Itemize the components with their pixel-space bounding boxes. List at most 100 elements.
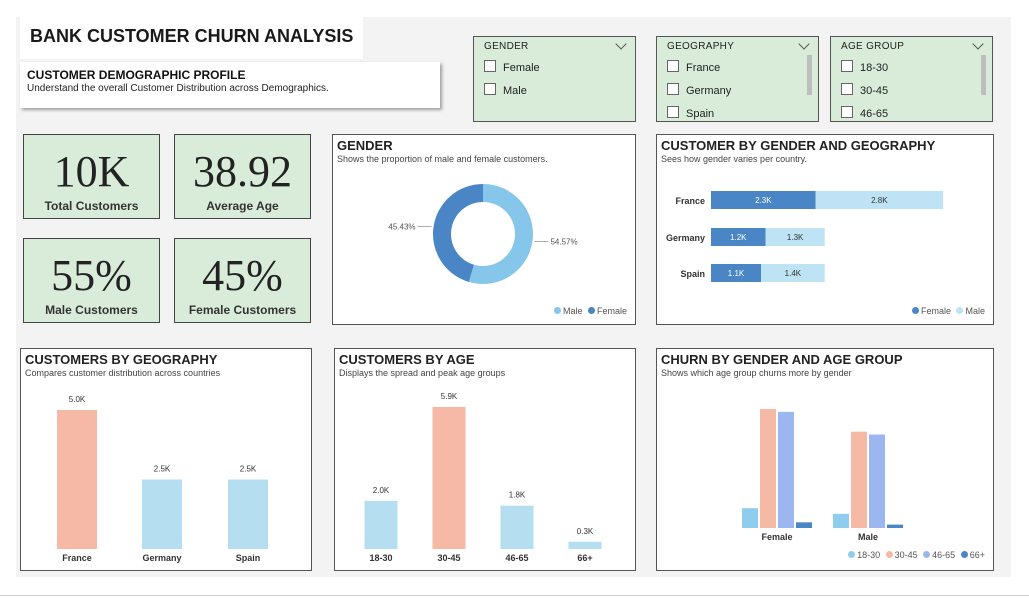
age-option-18-30[interactable]: 18-30 — [841, 60, 888, 74]
x-tick-label: France — [62, 553, 92, 563]
data-label: 2.3K — [755, 196, 772, 205]
gender-slicer-label: GENDER — [484, 41, 529, 52]
customers-by-geography-card: CUSTOMERS BY GEOGRAPHY Compares customer… — [20, 348, 312, 571]
legend-dot — [956, 307, 964, 314]
gender-slicer[interactable]: GENDER Female Male — [473, 36, 636, 122]
bar-46-65 — [500, 505, 534, 549]
legend-item-male: Male — [956, 306, 985, 316]
customers-by-geography-svg: 5.0K France 2.5K Germany 2.5K Spain — [57, 395, 268, 563]
checkbox-icon[interactable] — [484, 83, 496, 95]
bar-france — [57, 410, 97, 549]
data-label: 1.1K — [728, 269, 745, 278]
donut-data-label: 45.43% — [388, 223, 415, 232]
profile-box: CUSTOMER DEMOGRAPHIC PROFILE Understand … — [20, 62, 440, 108]
age-group-scrollbar[interactable] — [981, 55, 986, 95]
checkbox-icon[interactable] — [667, 106, 679, 118]
data-label: 2.0K — [373, 486, 390, 495]
gender-geography-svg: France 2.3K 2.8K Germany 1.2K 1.3K Spain 1.1K 1.… — [666, 191, 943, 282]
chevron-down-icon[interactable] — [798, 38, 810, 50]
churn-gender-age-card: CHURN BY GENDER AND AGE GROUP Shows whic… — [656, 348, 994, 571]
x-tick-label: 66+ — [577, 553, 592, 563]
gender-legend: Male Female — [551, 306, 627, 316]
bar-male-spain — [761, 264, 825, 282]
donut-slice-female — [433, 184, 483, 282]
chart-subtitle: Displays the spread and peak age groups — [339, 368, 506, 378]
page-title: BANK CUSTOMER CHURN ANALYSIS — [30, 26, 354, 46]
legend-dot — [911, 307, 919, 314]
kpi-value: 55% — [51, 251, 132, 300]
x-tick-label: Germany — [142, 553, 181, 563]
customers-by-age-card: CUSTOMERS BY AGE Displays the spread and… — [334, 348, 636, 571]
bar-18-30 — [364, 500, 398, 549]
chevron-down-icon[interactable] — [615, 38, 627, 50]
age-option-46-65[interactable]: 46-65 — [841, 106, 888, 120]
x-tick-label: Male — [858, 532, 878, 542]
data-label: 1.2K — [730, 233, 747, 242]
gender-option-male[interactable]: Male — [484, 83, 527, 97]
data-label: 0.3K — [577, 527, 594, 536]
page-border — [0, 595, 1029, 596]
data-label: 1.8K — [509, 491, 526, 500]
legend-item-male: Male — [553, 306, 582, 316]
kpi-male-customers: 55% Male Customers — [23, 238, 160, 323]
legend-item-female: Female — [587, 306, 627, 316]
gender-donut-svg: 54.57% 45.43% — [388, 184, 578, 284]
legend-item-66-plus: 66+ — [960, 550, 985, 560]
checkbox-icon[interactable] — [484, 60, 496, 72]
geography-option-france[interactable]: France — [667, 60, 720, 74]
age-group-slicer-label: AGE GROUP — [841, 41, 905, 52]
churn-gender-age-svg: Female Male — [742, 409, 903, 542]
legend-dot — [587, 307, 595, 314]
y-tick-label: Germany — [666, 233, 705, 243]
x-tick-label: 30-45 — [437, 553, 460, 563]
checkbox-icon[interactable] — [667, 83, 679, 95]
gender-option-female[interactable]: Female — [484, 60, 540, 74]
gender-donut-card: GENDER Shows the proportion of male and … — [332, 134, 636, 325]
kpi-total-customers: 10K Total Customers — [23, 134, 160, 219]
profile-subtitle: Understand the overall Customer Distribu… — [27, 83, 329, 94]
legend-item-female: Female — [911, 306, 951, 316]
legend-dot — [923, 551, 931, 558]
chart-subtitle: Shows which age group churns more by gen… — [661, 368, 852, 378]
legend-item-46-65: 46-65 — [923, 550, 955, 560]
legend-dot — [885, 551, 893, 558]
geography-slicer-label: GEOGRAPHY — [667, 41, 735, 52]
kpi-label: Total Customers — [44, 199, 139, 213]
legend-dot — [960, 551, 968, 558]
data-label: 2.5K — [154, 465, 171, 474]
data-label: 2.8K — [871, 196, 888, 205]
checkbox-icon[interactable] — [841, 60, 853, 72]
bar-female-18-30 — [742, 508, 758, 528]
checkbox-icon[interactable] — [841, 106, 853, 118]
bar-germany — [142, 479, 182, 549]
donut-slice-male — [468, 184, 533, 284]
y-tick-label: France — [675, 196, 705, 206]
kpi-label: Male Customers — [45, 303, 138, 317]
checkbox-icon[interactable] — [667, 60, 679, 72]
bar-female-germany — [711, 228, 766, 246]
bar-female-france — [711, 191, 816, 209]
age-group-slicer[interactable]: AGE GROUP 18-30 30-45 46-65 — [830, 36, 993, 122]
bar-male-30-45 — [851, 431, 867, 528]
geography-option-spain[interactable]: Spain — [667, 106, 714, 120]
bar-30-45 — [432, 407, 466, 549]
age-option-30-45[interactable]: 30-45 — [841, 83, 888, 97]
bar-male-18-30 — [833, 513, 849, 528]
geography-option-germany[interactable]: Germany — [667, 83, 731, 97]
chevron-down-icon[interactable] — [972, 38, 984, 50]
geography-scrollbar[interactable] — [807, 55, 812, 95]
gender-geography-legend: Female Male — [909, 306, 985, 316]
bar-male-46-65 — [869, 434, 885, 528]
bar-spain — [228, 479, 268, 549]
bar-male-66plus — [887, 524, 903, 528]
kpi-label: Female Customers — [188, 303, 297, 317]
geography-slicer[interactable]: GEOGRAPHY France Germany Spain — [656, 36, 819, 122]
chart-title: CUSTOMERS BY GEOGRAPHY — [25, 352, 218, 367]
bar-female-spain — [711, 264, 762, 282]
x-tick-label: Spain — [236, 553, 261, 563]
kpi-value: 38.92 — [193, 147, 292, 196]
x-tick-label: 46-65 — [505, 553, 528, 563]
customers-by-age-svg: 2.0K 18-30 5.9K 30-45 1.8K 46-65 0.3K 66+ — [364, 392, 602, 563]
chart-subtitle: Shows the proportion of male and female … — [337, 154, 548, 164]
checkbox-icon[interactable] — [841, 83, 853, 95]
